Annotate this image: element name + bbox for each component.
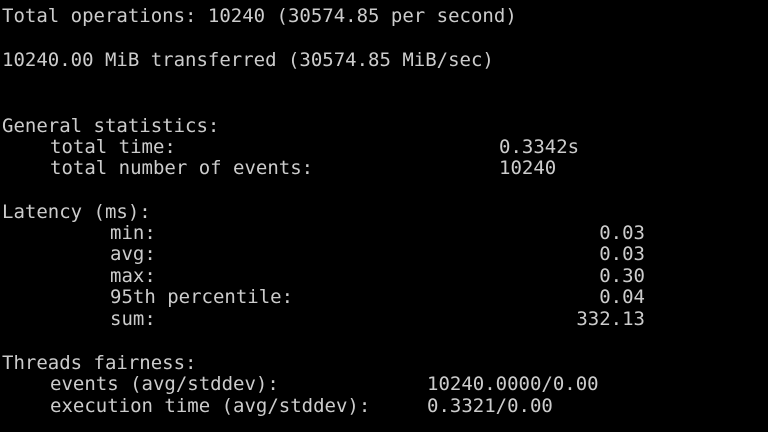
latency-sum-label: sum:	[110, 308, 156, 330]
latency-min-value: 0.03	[599, 222, 645, 244]
total-operations-line: Total operations: 10240 (30574.85 per se…	[2, 5, 517, 27]
exec-time-avg-stddev-label: execution time (avg/stddev):	[50, 395, 371, 417]
total-time-value: 0.3342s	[499, 136, 580, 158]
latency-avg-label: avg:	[110, 243, 156, 265]
latency-max-label: max:	[110, 265, 156, 287]
total-time-label: total time:	[50, 136, 176, 158]
threads-fairness-heading: Threads fairness:	[2, 352, 197, 374]
events-avg-stddev-value: 10240.0000/0.00	[427, 373, 599, 395]
latency-heading: Latency (ms):	[2, 201, 151, 223]
latency-avg-value: 0.03	[599, 243, 645, 265]
latency-max-value: 0.30	[599, 265, 645, 287]
latency-p95-value: 0.04	[599, 286, 645, 308]
latency-min-label: min:	[110, 222, 156, 244]
general-statistics-heading: General statistics:	[2, 115, 220, 137]
exec-time-avg-stddev-value: 0.3321/0.00	[427, 395, 553, 417]
latency-p95-label: 95th percentile:	[110, 286, 294, 308]
events-avg-stddev-label: events (avg/stddev):	[50, 373, 279, 395]
total-events-label: total number of events:	[50, 157, 314, 179]
total-events-value: 10240	[499, 157, 557, 179]
transferred-line: 10240.00 MiB transferred (30574.85 MiB/s…	[2, 49, 494, 71]
latency-sum-value: 332.13	[576, 308, 645, 330]
